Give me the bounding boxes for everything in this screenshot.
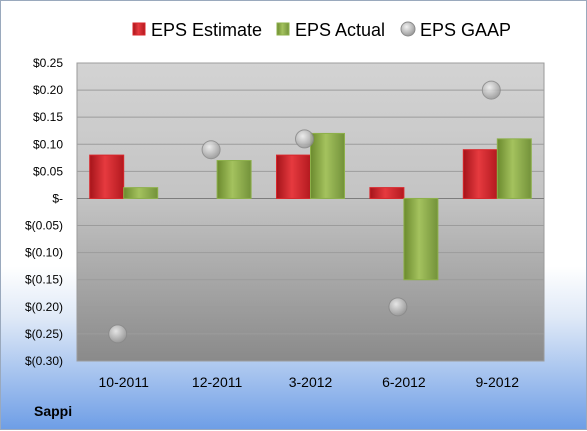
y-tick-label: $(0.25) [25,327,63,341]
legend-label: EPS Estimate [151,20,262,40]
legend-label: EPS GAAP [420,20,511,40]
eps-actual-bar [403,197,439,281]
y-tick-label: $(0.10) [25,246,63,260]
eps-gaap-marker [295,129,314,149]
eps-actual-bar [123,187,159,199]
legend: EPS Estimate EPS Actual EPS GAAP [132,20,511,40]
x-tick-label: 10-2011 [99,374,150,390]
legend-actual-swatch [276,22,290,36]
eps-gaap-marker [108,324,128,344]
eps-estimate-bar [89,154,125,199]
eps-gaap-marker [481,80,501,100]
eps-gaap-marker [388,297,408,317]
y-tick-label: $0.15 [33,110,63,124]
x-tick-label: 3-2012 [289,374,333,390]
eps-actual-bar [496,138,532,199]
x-tick-label: 12-2011 [192,374,243,390]
eps-estimate-bar [276,154,311,199]
legend-estimate-swatch [132,22,146,36]
eps-estimate-bar [462,149,498,199]
eps-gaap-marker [201,140,221,160]
legend-label: EPS Actual [295,20,385,40]
plot-background [76,62,545,362]
y-tick-label: $- [52,191,63,205]
y-tick-label: $(0.20) [25,300,63,314]
x-tick-label: 9-2012 [476,374,520,390]
y-tick-label: $(0.05) [25,219,63,233]
x-tick-label: 6-2012 [382,374,426,390]
y-tick-label: $0.05 [33,164,63,178]
plot-area: $0.25 $0.20 $0.15 $0.10 $0.05 $- $(0.05) $(0.10… [25,56,545,390]
y-tick-label: $(0.15) [25,273,63,287]
eps-actual-bar [310,132,345,199]
y-tick-label: $(0.30) [25,354,63,368]
y-tick-label: $0.20 [33,83,63,97]
company-name: Sappi [34,403,73,419]
y-tick-label: $0.10 [33,137,63,151]
eps-actual-bar [216,160,252,199]
legend-gaap-swatch [400,21,416,37]
eps-estimate-bar [369,187,405,199]
y-tick-label: $0.25 [33,56,63,70]
